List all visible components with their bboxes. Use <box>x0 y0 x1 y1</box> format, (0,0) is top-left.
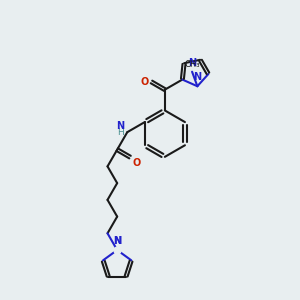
Text: O: O <box>141 77 149 87</box>
Text: CH₃: CH₃ <box>184 60 200 69</box>
Text: O: O <box>132 158 141 168</box>
Text: N: N <box>113 236 121 246</box>
Text: N: N <box>113 236 121 246</box>
Text: N: N <box>116 121 124 131</box>
Text: N: N <box>193 72 201 82</box>
Text: N: N <box>188 58 196 68</box>
Text: H: H <box>118 128 124 137</box>
